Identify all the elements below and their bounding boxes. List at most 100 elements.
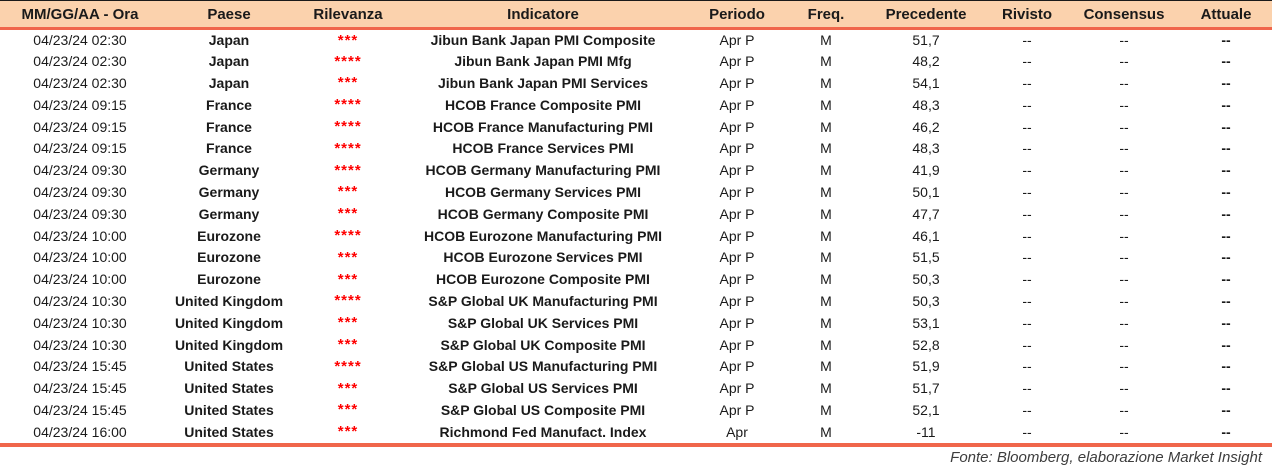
cell-country: United States bbox=[184, 358, 274, 375]
column-header-indicator: Indicatore bbox=[398, 0, 688, 30]
cell-revised: -- bbox=[1022, 205, 1032, 222]
cell-indicator: Jibun Bank Japan PMI Mfg bbox=[454, 53, 632, 70]
cell-revised: -- bbox=[1022, 96, 1032, 113]
cell-stars: *** bbox=[337, 74, 359, 92]
cell-consensus: -- bbox=[1119, 292, 1129, 309]
cell-actual: -- bbox=[1221, 314, 1231, 331]
cell-period: Apr P bbox=[719, 227, 755, 244]
cell-freq: M bbox=[820, 118, 832, 135]
cell-stars: *** bbox=[337, 31, 359, 49]
cell-stars: *** bbox=[337, 379, 359, 397]
cell-previous: 50,1 bbox=[912, 183, 940, 200]
cell-consensus: -- bbox=[1119, 96, 1129, 113]
cell-date: 04/23/24 16:00 bbox=[33, 423, 127, 440]
cell-freq: M bbox=[820, 380, 832, 397]
cell-freq: M bbox=[820, 227, 832, 244]
cell-freq: M bbox=[820, 32, 832, 49]
cell-indicator: Jibun Bank Japan PMI Services bbox=[437, 74, 649, 91]
cell-consensus: -- bbox=[1119, 74, 1129, 91]
column-header-freq: Freq. bbox=[786, 0, 866, 30]
source-attribution: Fonte: Bloomberg, elaborazione Market In… bbox=[950, 448, 1262, 466]
table-header: MM/GG/AA - Ora Paese Rilevanza Indicator… bbox=[0, 0, 1272, 30]
cell-period: Apr P bbox=[719, 380, 755, 397]
cell-freq: M bbox=[820, 423, 832, 440]
table-row: 04/23/24 02:30 Japan *** Jibun Bank Japan P… bbox=[0, 72, 1272, 94]
cell-revised: -- bbox=[1022, 380, 1032, 397]
bottom-accent-rule bbox=[0, 442, 1272, 447]
cell-indicator: HCOB Eurozone Services PMI bbox=[443, 249, 643, 266]
table-row: 04/23/24 10:00 Eurozone **** HCOB Eurozone … bbox=[0, 225, 1272, 247]
cell-date: 04/23/24 09:15 bbox=[33, 96, 127, 113]
cell-previous: 54,1 bbox=[912, 74, 940, 91]
cell-country: United Kingdom bbox=[174, 314, 284, 331]
table-row: 04/23/24 10:00 Eurozone *** HCOB Eurozone C… bbox=[0, 268, 1272, 290]
cell-indicator: Jibun Bank Japan PMI Composite bbox=[430, 32, 656, 49]
table-row: 04/23/24 09:15 France **** HCOB France Comp… bbox=[0, 94, 1272, 116]
cell-revised: -- bbox=[1022, 32, 1032, 49]
cell-indicator: HCOB Germany Composite PMI bbox=[437, 205, 649, 222]
cell-previous: -11 bbox=[916, 423, 936, 440]
cell-indicator: HCOB Eurozone Composite PMI bbox=[436, 271, 650, 288]
cell-actual: -- bbox=[1221, 358, 1231, 375]
cell-previous: 48,3 bbox=[912, 140, 940, 157]
table-row: 04/23/24 02:30 Japan *** Jibun Bank Japan P… bbox=[0, 29, 1272, 51]
cell-stars: **** bbox=[334, 118, 362, 136]
cell-revised: -- bbox=[1022, 314, 1032, 331]
header-row: MM/GG/AA - Ora Paese Rilevanza Indicator… bbox=[0, 0, 1272, 30]
cell-consensus: -- bbox=[1119, 314, 1129, 331]
cell-country: Eurozone bbox=[197, 227, 261, 244]
cell-freq: M bbox=[820, 358, 832, 375]
cell-actual: -- bbox=[1221, 249, 1231, 266]
cell-country: United States bbox=[184, 401, 274, 418]
cell-revised: -- bbox=[1022, 140, 1032, 157]
cell-date: 04/23/24 02:30 bbox=[33, 74, 127, 91]
cell-actual: -- bbox=[1221, 162, 1231, 179]
cell-stars: **** bbox=[334, 139, 362, 157]
cell-date: 04/23/24 09:15 bbox=[33, 140, 127, 157]
cell-date: 04/23/24 02:30 bbox=[33, 53, 127, 70]
cell-country: Eurozone bbox=[197, 249, 261, 266]
cell-date: 04/23/24 15:45 bbox=[33, 380, 127, 397]
cell-consensus: -- bbox=[1119, 249, 1129, 266]
footer: Fonte: Bloomberg, elaborazione Market In… bbox=[0, 447, 1272, 468]
cell-country: Germany bbox=[198, 183, 260, 200]
cell-stars: *** bbox=[337, 248, 359, 266]
cell-date: 04/23/24 10:30 bbox=[33, 292, 127, 309]
column-header-consensus: Consensus bbox=[1068, 0, 1180, 30]
cell-date: 04/23/24 09:15 bbox=[33, 118, 127, 135]
cell-period: Apr bbox=[726, 423, 748, 440]
cell-period: Apr P bbox=[719, 249, 755, 266]
cell-actual: -- bbox=[1221, 53, 1231, 70]
cell-indicator: HCOB Germany Services PMI bbox=[444, 183, 642, 200]
cell-consensus: -- bbox=[1119, 380, 1129, 397]
cell-indicator: S&P Global UK Manufacturing PMI bbox=[428, 292, 658, 309]
cell-period: Apr P bbox=[719, 401, 755, 418]
cell-previous: 50,3 bbox=[912, 292, 940, 309]
column-header-country: Paese bbox=[160, 0, 298, 30]
cell-country: United Kingdom bbox=[174, 292, 284, 309]
cell-previous: 48,3 bbox=[912, 96, 940, 113]
cell-period: Apr P bbox=[719, 32, 755, 49]
cell-date: 04/23/24 15:45 bbox=[33, 358, 127, 375]
cell-period: Apr P bbox=[719, 205, 755, 222]
cell-stars: **** bbox=[334, 161, 362, 179]
cell-freq: M bbox=[820, 271, 832, 288]
cell-indicator: S&P Global US Services PMI bbox=[448, 380, 638, 397]
cell-date: 04/23/24 10:00 bbox=[33, 227, 127, 244]
cell-consensus: -- bbox=[1119, 32, 1129, 49]
cell-period: Apr P bbox=[719, 140, 755, 157]
cell-stars: *** bbox=[337, 423, 359, 441]
cell-period: Apr P bbox=[719, 271, 755, 288]
cell-previous: 50,3 bbox=[912, 271, 940, 288]
cell-revised: -- bbox=[1022, 401, 1032, 418]
cell-revised: -- bbox=[1022, 53, 1032, 70]
cell-stars: *** bbox=[337, 336, 359, 354]
cell-previous: 48,2 bbox=[912, 53, 940, 70]
cell-indicator: HCOB France Composite PMI bbox=[444, 96, 642, 113]
cell-freq: M bbox=[820, 74, 832, 91]
cell-period: Apr P bbox=[719, 336, 755, 353]
table-row: 04/23/24 15:45 United States **** S&P Globa… bbox=[0, 355, 1272, 377]
cell-indicator: S&P Global US Manufacturing PMI bbox=[428, 358, 658, 375]
cell-country: Germany bbox=[198, 205, 260, 222]
